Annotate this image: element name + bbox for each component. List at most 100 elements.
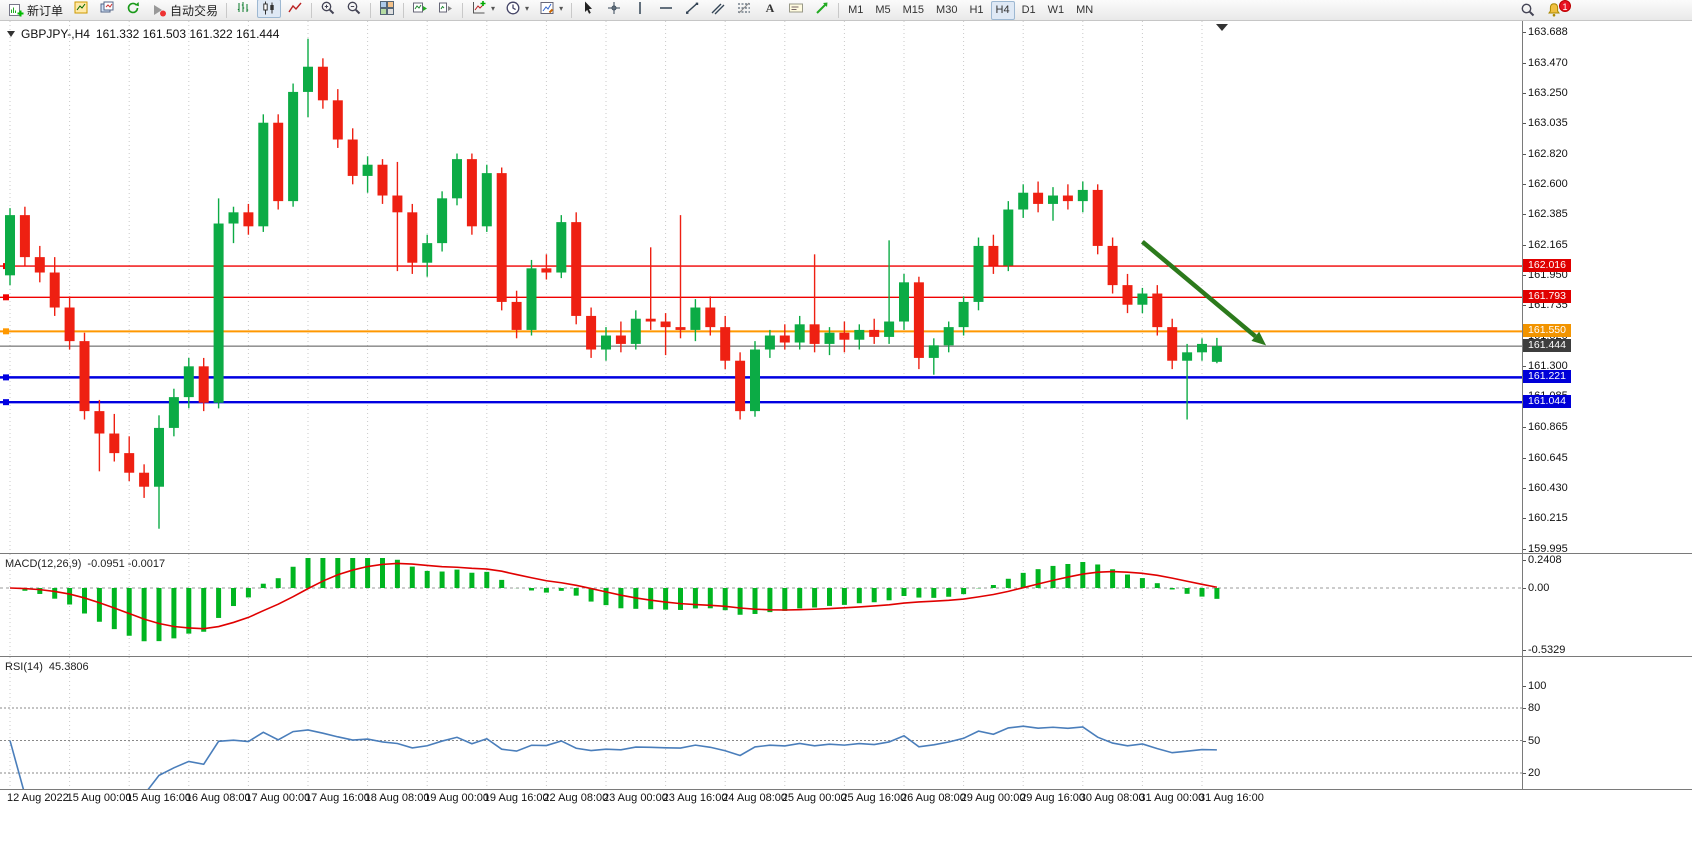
axis-tick [1522,559,1526,561]
axis-tick [1522,488,1526,490]
candle [154,427,164,487]
candle [571,222,582,316]
candle [779,335,790,343]
autotrading-label: 自动交易 [170,3,219,18]
price-axis-label: 162.820 [1528,147,1568,160]
candle [541,268,552,273]
price-axis-label: 161.950 [1528,269,1568,282]
arrows-button[interactable] [810,0,834,18]
axis-tick [1522,518,1526,520]
timeframe-d1-button[interactable]: D1 [1017,1,1041,20]
candle [1122,285,1133,305]
candle [19,215,30,258]
line-handle[interactable] [3,328,9,335]
autotrading-button[interactable]: 自动交易 [147,1,222,20]
timeframe-m1-button[interactable]: M1 [843,1,868,20]
tile-windows-button[interactable] [375,0,399,18]
horizontal-line-button[interactable] [654,0,678,18]
timeframe-h4-button[interactable]: H4 [990,0,1015,20]
axis-tick [1522,93,1526,95]
crosshair-button[interactable] [602,0,626,18]
axis-tick [1522,123,1526,125]
axis-tick [1522,245,1526,247]
zoom-in-icon [321,1,335,15]
cursor-button[interactable] [576,0,600,18]
rsi-pane-canvas[interactable] [0,657,1522,789]
notification-badge: 1 [1559,0,1571,12]
line-handle[interactable] [3,374,9,381]
new-chart-button[interactable] [69,0,93,18]
pane-separator[interactable] [0,789,1692,790]
rsi-axis-label: 80 [1528,702,1541,715]
price-axis-label: 161.300 [1528,360,1568,373]
indicators-button[interactable]: ▾ [467,0,499,18]
time-axis-label: 15 Aug 00:00 [66,792,132,804]
time-axis-label: 19 Aug 16:00 [483,792,549,804]
auto-scroll-button[interactable] [408,0,432,18]
macd-pane-canvas[interactable] [0,554,1522,656]
pane-separator[interactable] [0,553,1692,554]
time-axis-label: 17 Aug 16:00 [305,792,370,804]
fibonacci-button[interactable] [732,0,756,18]
candle [407,212,418,263]
trend-arrow[interactable] [1140,239,1257,339]
candle [943,327,954,346]
refresh-button[interactable] [121,0,145,18]
notifications-button[interactable]: 1 [1542,0,1571,20]
trendline-button[interactable] [680,0,704,18]
vertical-line-button[interactable] [628,0,652,18]
candlestick-button[interactable] [257,0,282,18]
candle [720,327,731,361]
support-tag-1: 161.221 [1523,370,1571,384]
time-axis[interactable]: 12 Aug 2022 15 Aug 00:00 15 Aug 16:00 16 Au… [0,792,1522,808]
line-handle[interactable] [3,399,9,406]
candle [809,324,820,344]
chart-shift-marker[interactable] [1216,24,1228,31]
candle [1197,343,1207,353]
line-handle[interactable] [3,294,9,301]
line-chart-icon [288,2,302,13]
refresh-icon [127,2,139,14]
timeframe-mn-button[interactable]: MN [1071,1,1098,20]
candle [288,91,299,202]
candle [556,222,567,273]
pane-separator[interactable] [0,656,1692,657]
price-axis-label: 163.035 [1528,117,1568,130]
cursor-icon [585,1,593,15]
axis-tick [1522,708,1526,710]
profiles-button[interactable] [95,0,119,18]
search-button[interactable] [1516,1,1540,20]
periods-icon [506,1,520,15]
candle [586,315,597,350]
new-order-button[interactable]: 新订单 [4,1,67,20]
time-axis-label: 15 Aug 16:00 [126,792,192,804]
candle [899,282,909,322]
zoom-out-button[interactable] [342,0,366,18]
timeframe-w1-button[interactable]: W1 [1043,1,1070,20]
timeframe-m5-button[interactable]: M5 [870,1,895,20]
price-axis-label: 163.688 [1528,26,1568,38]
candle [303,66,313,92]
candle [854,329,865,340]
chart-collapse-icon[interactable] [7,31,15,37]
time-axis-label: 16 Aug 08:00 [185,792,251,804]
text-button[interactable]: A [758,0,782,18]
timeframe-m30-button[interactable]: M30 [931,1,962,20]
main-chart-canvas[interactable] [0,21,1522,553]
zoom-in-button[interactable] [316,0,340,18]
text-label-button[interactable] [784,0,808,18]
chart-shift-button[interactable] [434,0,458,18]
axis-tick [1522,184,1526,186]
time-axis-label: 22 Aug 08:00 [543,792,609,804]
file-buttons-group [68,0,146,21]
equidistant-channel-button[interactable] [706,0,730,18]
timeframe-h1-button[interactable]: H1 [964,1,988,20]
line-chart-button[interactable] [283,0,307,18]
resistance-tag-1: 162.016 [1523,259,1571,273]
templates-button[interactable]: ▾ [535,0,567,18]
timeframe-group: M1 M5 M15 M30 H1 H4 D1 W1 MN [842,0,1099,20]
periods-button[interactable]: ▾ [501,0,533,18]
candle [481,173,492,227]
bar-chart-button[interactable] [231,0,255,18]
timeframe-m15-button[interactable]: M15 [898,1,929,20]
